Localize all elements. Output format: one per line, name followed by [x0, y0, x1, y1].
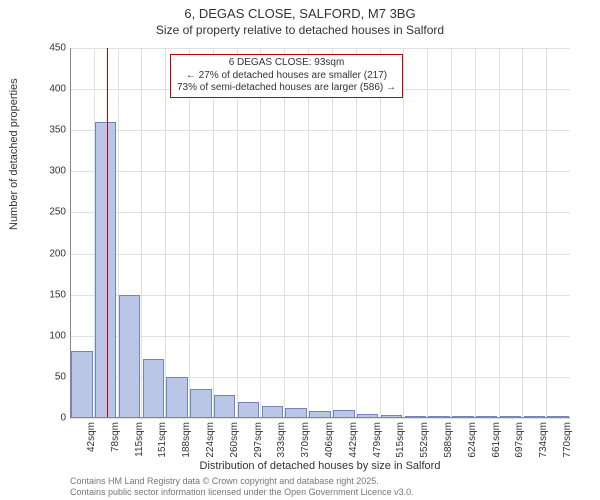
y-tick-label: 350 [34, 125, 66, 136]
x-tick-label: 333sqm [276, 422, 287, 458]
grid-line-horizontal [70, 418, 570, 419]
x-tick-label: 515sqm [395, 422, 406, 458]
footer-line-2: Contains public sector information licen… [70, 487, 414, 498]
chart-subtitle: Size of property relative to detached ho… [0, 23, 600, 37]
y-tick-label: 50 [34, 371, 66, 382]
x-tick-label: 260sqm [229, 422, 240, 458]
y-tick-label: 250 [34, 207, 66, 218]
x-tick-label: 442sqm [348, 422, 359, 458]
x-axis-label: Distribution of detached houses by size … [70, 460, 570, 472]
x-tick-label: 151sqm [157, 422, 168, 458]
footer-line-1: Contains HM Land Registry data © Crown c… [70, 476, 414, 487]
y-axis-label: Number of detached properties [8, 78, 20, 230]
x-tick-label: 734sqm [538, 422, 549, 458]
chart-footer: Contains HM Land Registry data © Crown c… [70, 476, 414, 498]
y-tick-label: 0 [34, 413, 66, 424]
y-tick-label: 450 [34, 43, 66, 54]
x-tick-label: 479sqm [372, 422, 383, 458]
x-tick-label: 624sqm [467, 422, 478, 458]
x-tick-label: 697sqm [514, 422, 525, 458]
y-tick-label: 200 [34, 248, 66, 259]
x-tick-label: 661sqm [491, 422, 502, 458]
y-tick-label: 400 [34, 84, 66, 95]
x-tick-label: 224sqm [205, 422, 216, 458]
x-tick-label: 370sqm [300, 422, 311, 458]
x-tick-label: 297sqm [253, 422, 264, 458]
y-tick-label: 300 [34, 166, 66, 177]
x-tick-label: 78sqm [110, 422, 121, 452]
x-tick-label: 115sqm [134, 422, 145, 457]
x-tick-label: 588sqm [443, 422, 454, 458]
plot-area: 6 DEGAS CLOSE: 93sqm← 27% of detached ho… [70, 48, 570, 418]
x-tick-labels: 42sqm 78sqm 115sqm 151sqm 188sqm 224sqm 260sqm… [70, 420, 570, 460]
y-tick-labels: 050100150200250300350400450 [34, 48, 70, 418]
x-tick-label: 552sqm [419, 422, 430, 458]
x-tick-label: 770sqm [562, 422, 573, 458]
y-tick-label: 150 [34, 289, 66, 300]
x-tick-label: 188sqm [181, 422, 192, 458]
y-tick-label: 100 [34, 330, 66, 341]
x-tick-label: 406sqm [324, 422, 335, 458]
chart-title: 6, DEGAS CLOSE, SALFORD, M7 3BG [0, 0, 600, 21]
axis-border [70, 48, 570, 418]
x-tick-label: 42sqm [86, 422, 97, 452]
